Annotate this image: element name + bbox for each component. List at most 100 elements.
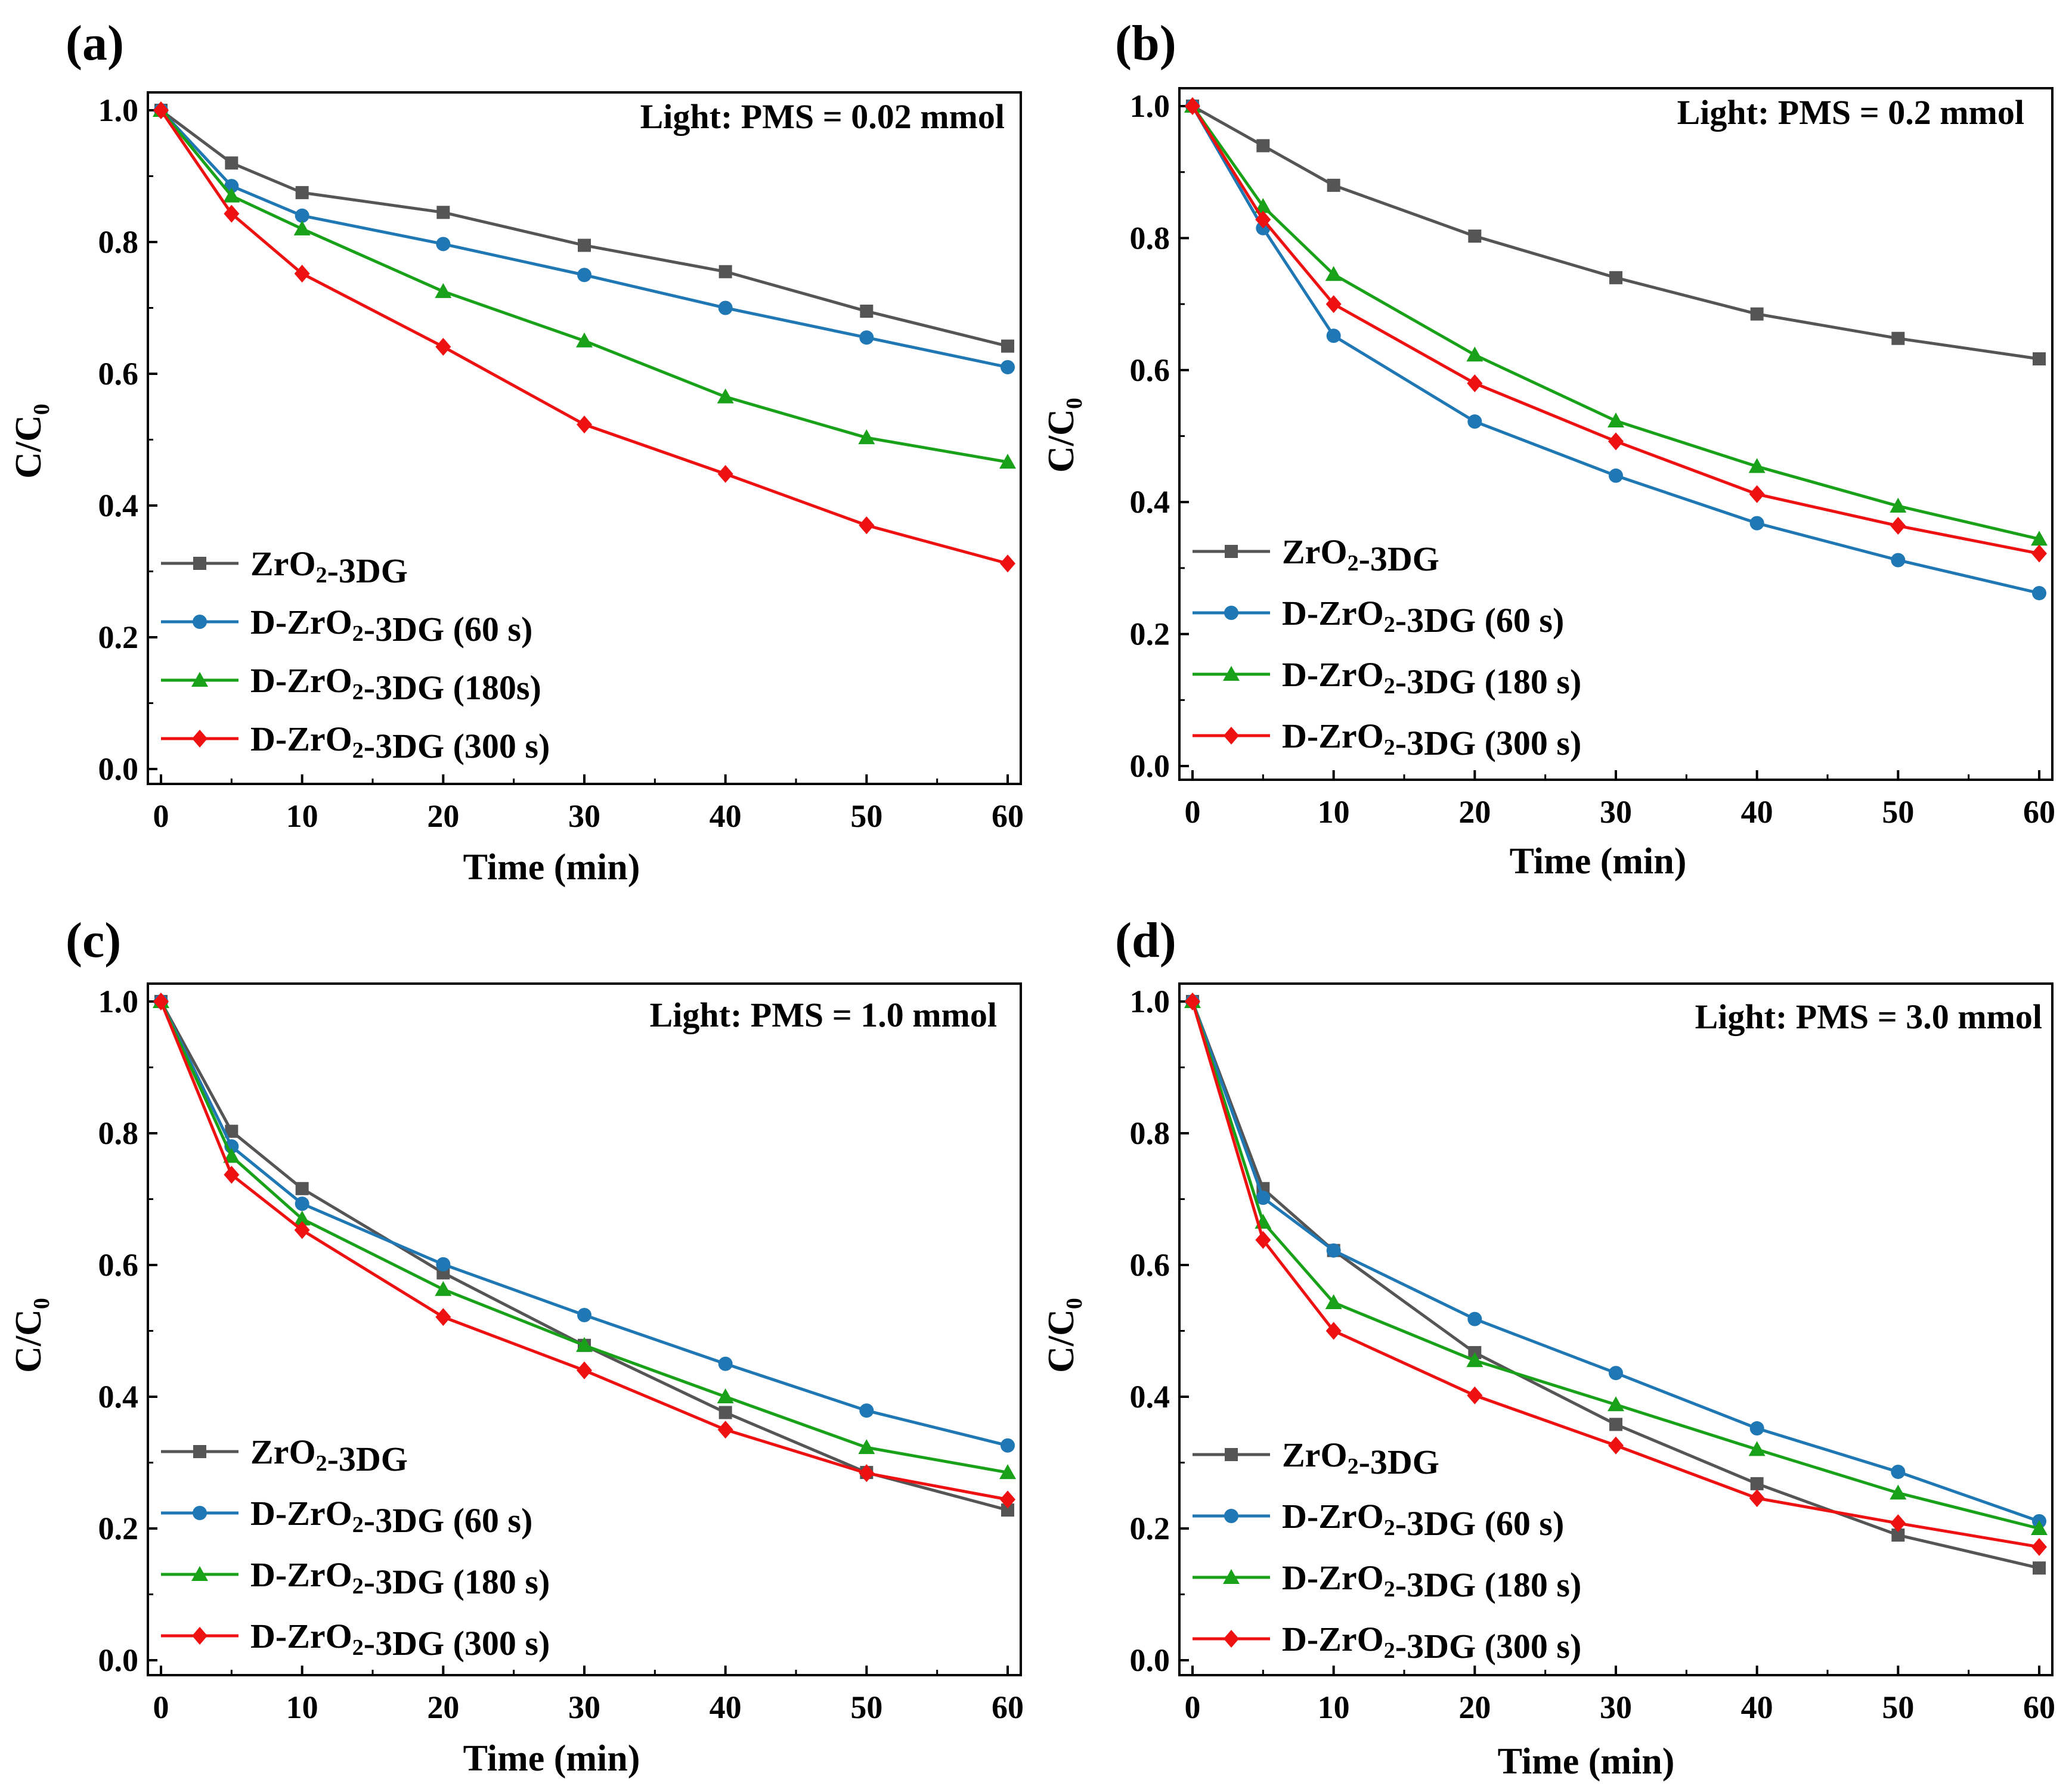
legend-item: D-ZrO2-3DG (180 s) (1193, 655, 1581, 701)
panel-letter: (d) (1115, 913, 1176, 968)
data-point (577, 1361, 592, 1379)
legend-label: ZrO2-3DG (250, 544, 408, 590)
data-point (1000, 554, 1015, 573)
y-tick-label: 0.4 (1130, 484, 1170, 520)
legend-marker (193, 1445, 206, 1458)
data-point (1609, 1366, 1623, 1381)
panel-letter: (c) (66, 913, 121, 968)
data-point (2033, 352, 2046, 365)
legend-label: D-ZrO2-3DG (180s) (250, 661, 541, 707)
legend-item: ZrO2-3DG (1193, 1435, 1439, 1481)
x-axis-label: Time (min) (1510, 841, 1687, 882)
data-point (2033, 1561, 2046, 1575)
data-point (1608, 1396, 1624, 1412)
y-tick-label: 0.2 (1130, 616, 1170, 652)
x-tick-label: 50 (1882, 794, 1914, 830)
data-point (578, 238, 591, 252)
series-line (159, 1000, 1008, 1474)
legend-marker (1224, 1630, 1239, 1648)
data-point (1891, 553, 1906, 568)
x-tick-label: 50 (1882, 1689, 1914, 1725)
legend-label: D-ZrO2-3DG (180 s) (250, 1555, 550, 1601)
legend-marker (192, 730, 207, 748)
legend-item: D-ZrO2-3DG (300 s) (1193, 717, 1581, 762)
data-point (1467, 1386, 1483, 1404)
legend-marker (1224, 727, 1239, 745)
data-point (1749, 1421, 1764, 1436)
legend-label: D-ZrO2-3DG (60 s) (1282, 1497, 1564, 1543)
panel-a: (a) Light: PMS = 0.02 mmol Time (min) C/… (8, 15, 1024, 888)
data-point (1891, 1528, 1905, 1542)
y-tick-label: 0.8 (98, 1115, 139, 1151)
data-point (1185, 97, 1200, 115)
series-line (160, 108, 1008, 348)
legend-marker (191, 1566, 208, 1581)
series (1186, 100, 2046, 365)
data-point (1325, 1322, 1342, 1340)
series-line (1191, 1001, 2040, 1523)
data-point (1001, 1503, 1014, 1517)
legend-item: D-ZrO2-3DG (60 s) (1193, 594, 1564, 640)
data-point (294, 1221, 310, 1239)
legend-marker (193, 1506, 207, 1520)
data-point (1468, 230, 1482, 243)
data-point (1467, 1311, 1482, 1326)
x-axis-label: Time (min) (463, 847, 640, 888)
legend-item: D-ZrO2-3DG (60 s) (161, 1494, 532, 1540)
x-axis-label: Time (min) (463, 1738, 640, 1779)
data-point (1748, 458, 1766, 473)
x-tick-label: 0 (1185, 1689, 1201, 1725)
data-point (1000, 1490, 1015, 1509)
data-point (718, 265, 732, 278)
y-axis-label: C/C0 (1041, 1298, 1087, 1373)
data-point (1001, 339, 1014, 353)
data-point (1467, 374, 1483, 392)
data-point (858, 429, 875, 445)
data-point (293, 1210, 311, 1226)
data-point (577, 268, 591, 283)
panel-b: (b) Light: PMS = 0.2 mmol Time (min) C/C… (1041, 15, 2055, 882)
data-point (2031, 1520, 2048, 1535)
x-tick-label: 50 (850, 798, 882, 834)
data-point (153, 101, 169, 119)
data-point (1256, 139, 1270, 153)
x-tick-label: 0 (153, 1689, 169, 1725)
y-axis-label: C/C0 (8, 404, 54, 479)
data-point (435, 1308, 451, 1326)
series (153, 993, 1015, 1509)
data-point (576, 332, 593, 348)
x-tick-label: 30 (1600, 794, 1632, 830)
chart-annotation: Light: PMS = 3.0 mmol (1695, 997, 2042, 1036)
y-tick-label: 0.8 (98, 224, 139, 260)
series-line (1191, 104, 2040, 361)
y-tick-label: 0.2 (98, 619, 139, 655)
data-point (577, 416, 592, 434)
y-tick-label: 0.4 (98, 1379, 139, 1415)
data-point (717, 1421, 733, 1439)
x-tick-label: 20 (1458, 1689, 1491, 1725)
data-point (1466, 1352, 1483, 1368)
legend-item: D-ZrO2-3DG (300 s) (161, 720, 550, 765)
data-point (1749, 1489, 1765, 1508)
x-tick-label: 60 (992, 798, 1024, 834)
legend-label: D-ZrO2-3DG (180 s) (1282, 655, 1581, 701)
series (1185, 993, 2047, 1556)
data-point (1001, 1438, 1015, 1453)
data-point (1325, 266, 1342, 281)
panel-letter: (b) (1115, 15, 1176, 71)
x-tick-label: 60 (992, 1689, 1024, 1725)
series-line (1191, 105, 2040, 595)
data-point (2031, 544, 2047, 563)
y-tick-label: 0.2 (1130, 1511, 1170, 1546)
legend-label: ZrO2-3DG (250, 1433, 408, 1478)
series-line (1191, 105, 2040, 541)
x-tick-label: 20 (427, 1689, 459, 1725)
legend-label: D-ZrO2-3DG (300 s) (250, 1617, 550, 1663)
y-tick-label: 0.8 (1130, 220, 1170, 256)
panel-letter: (a) (66, 15, 124, 71)
data-point (1255, 210, 1271, 229)
data-point (1890, 517, 1906, 535)
chart-annotation: Light: PMS = 0.2 mmol (1677, 93, 2024, 132)
data-point (1256, 1190, 1271, 1205)
x-tick-label: 10 (1318, 794, 1350, 830)
